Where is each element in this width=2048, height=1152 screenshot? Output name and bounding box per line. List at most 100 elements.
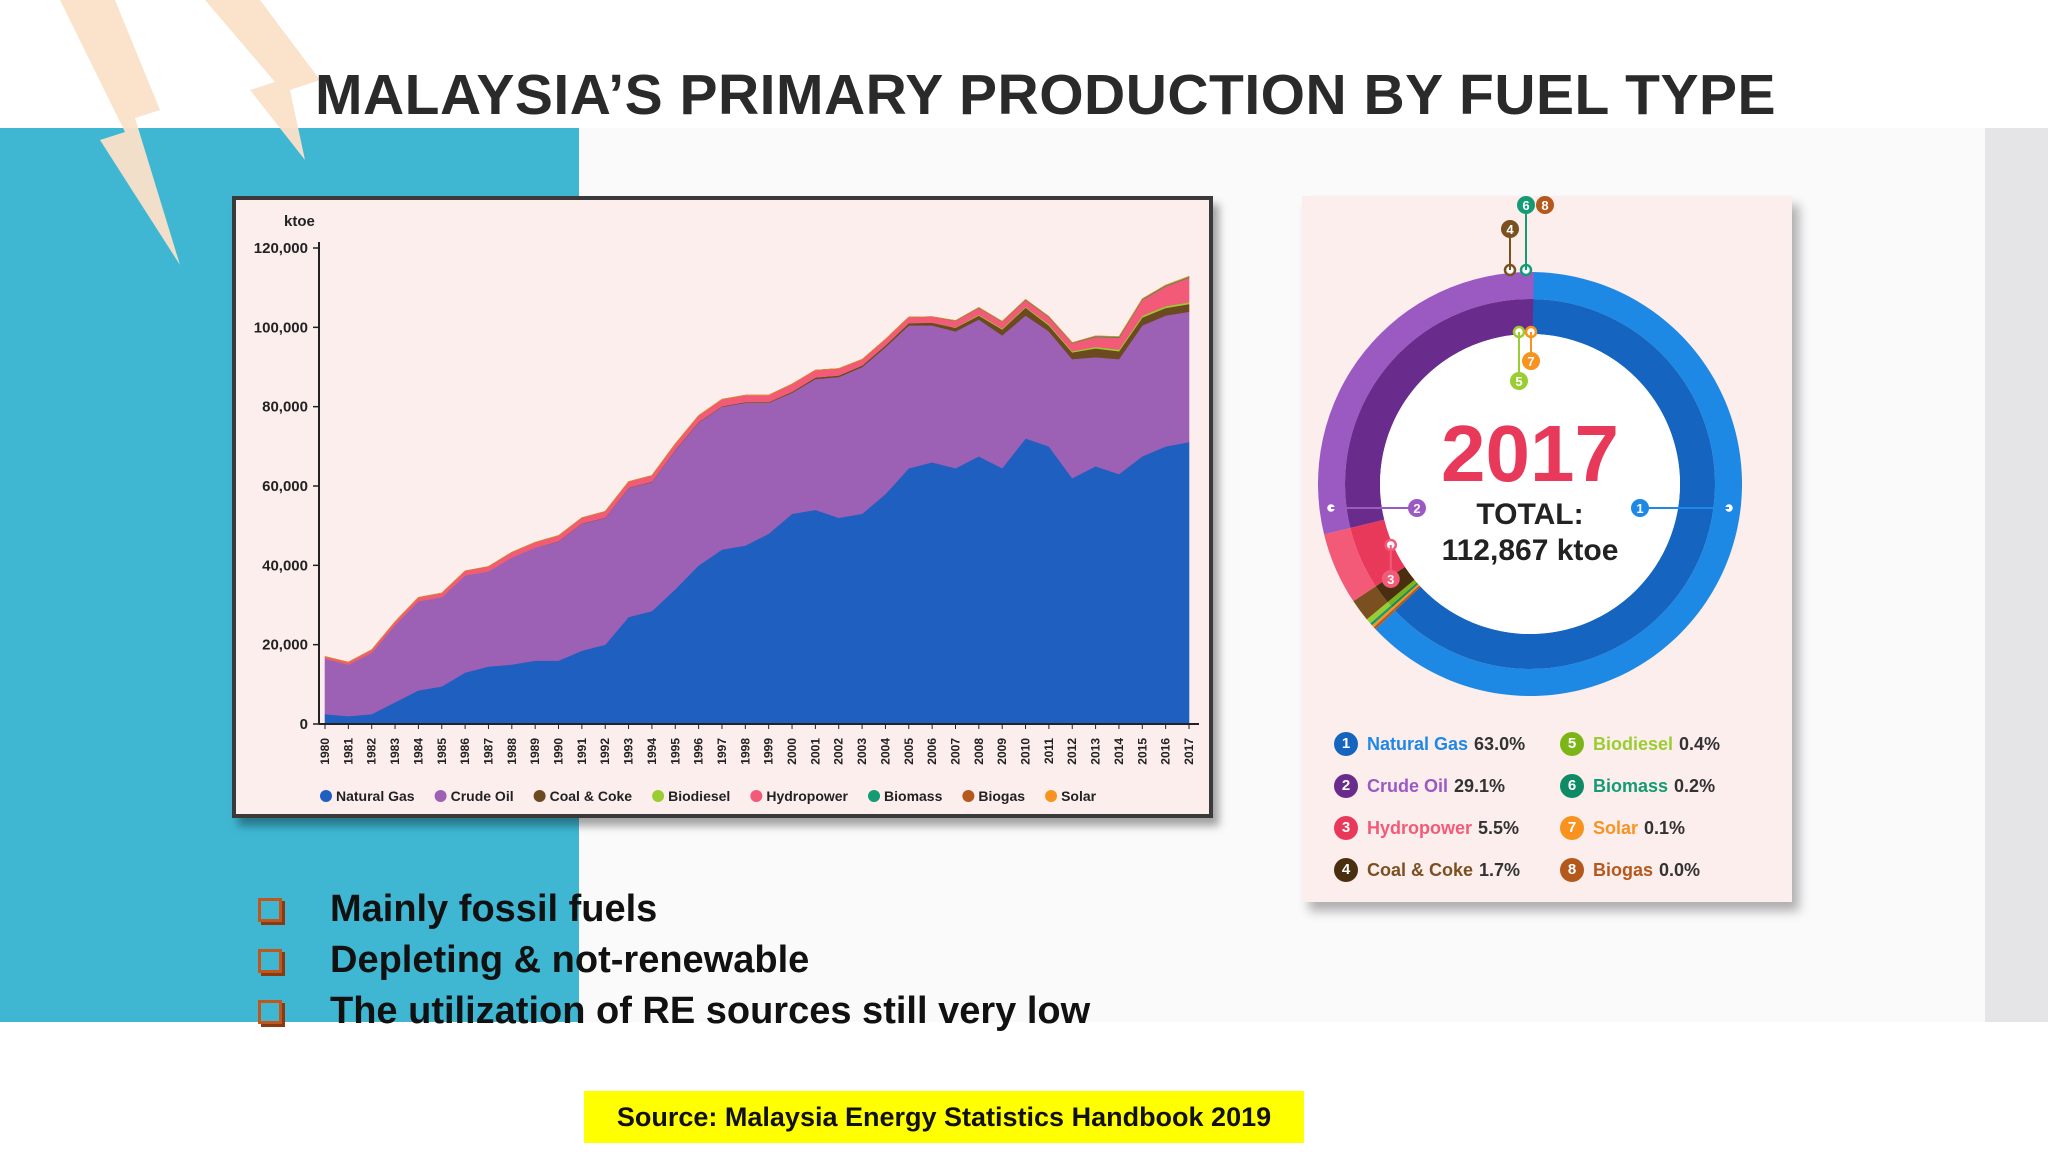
- legend-swatch: [962, 790, 975, 802]
- legend-swatch: [868, 790, 881, 802]
- y-tick-label: 0: [300, 716, 308, 733]
- donut-year-label: 2017: [1441, 409, 1619, 498]
- x-tick-label: 1980: [318, 738, 332, 765]
- legend-fuel-name: Hydropower: [1367, 817, 1473, 838]
- x-tick-label: 1992: [598, 738, 612, 765]
- area-series-solar: [324, 275, 1190, 663]
- slide-title: MALAYSIA’S PRIMARY PRODUCTION BY FUEL TY…: [315, 63, 1777, 127]
- donut-slice-outer: [1372, 607, 1394, 628]
- bullet-item: The utilization of RE sources still very…: [258, 990, 1090, 1033]
- x-tick-label: 2009: [995, 738, 1009, 765]
- x-tick-label: 2011: [1042, 738, 1056, 764]
- donut-slice-outer: [1366, 602, 1391, 624]
- x-tick-label: 2003: [855, 738, 869, 765]
- donut-callout-number: 5: [1515, 374, 1522, 389]
- legend-swatch: [533, 790, 546, 802]
- x-tick-label: 1987: [481, 738, 495, 765]
- legend-number-badge: 1: [1334, 732, 1358, 756]
- x-tick-label: 2012: [1065, 738, 1079, 765]
- legend-label: Crude Oil: [451, 788, 514, 804]
- donut-legend-item: 7 Solar 0.1%: [1560, 816, 1685, 840]
- x-tick-label: 2008: [972, 738, 986, 765]
- x-tick-label: 1984: [411, 738, 425, 765]
- legend-label: Hydropower: [766, 788, 848, 804]
- y-tick-label: 100,000: [254, 319, 308, 336]
- donut-callout-badge: [1510, 372, 1528, 390]
- legend-percent: 0.0%: [1659, 859, 1701, 880]
- y-tick-label: 60,000: [262, 478, 308, 495]
- legend-label: Coal & Coke: [550, 788, 633, 804]
- legend-fuel-name: Coal & Coke: [1367, 859, 1474, 880]
- donut-callout-badge: [1522, 352, 1540, 370]
- legend-swatch: [434, 790, 447, 802]
- lightning-bolt-icon: [60, 0, 320, 265]
- donut-callout-number: 2: [1413, 501, 1420, 516]
- x-tick-label: 1997: [715, 738, 729, 765]
- donut-slice-outer: [1353, 586, 1388, 620]
- donut-callout-number: 3: [1387, 572, 1394, 587]
- legend-number-badge: 7: [1560, 816, 1584, 840]
- donut-callout-number: 6: [1522, 198, 1529, 213]
- legend-percent: 5.5%: [1478, 817, 1520, 838]
- legend-label: Biogas: [978, 788, 1025, 804]
- bullet-text: Mainly fossil fuels: [330, 888, 658, 930]
- donut-callout-badge: [1536, 196, 1554, 214]
- x-tick-label: 1995: [668, 738, 682, 765]
- donut-chart-panel: 2017 TOTAL: 112,867 ktoe 1 2 3 5 7 4 6 8 1 Natural …: [1302, 196, 1792, 902]
- x-tick-label: 2002: [832, 738, 846, 765]
- legend-number-badge: 2: [1334, 774, 1358, 798]
- donut-slice-inner: [1345, 299, 1534, 528]
- x-tick-label: 1982: [365, 738, 379, 765]
- x-tick-label: 1981: [341, 738, 355, 765]
- legend-label: Natural Gas: [336, 788, 415, 804]
- donut-total-label: TOTAL:: [1476, 498, 1583, 531]
- legend-percent: 63.0%: [1474, 733, 1526, 754]
- donut-slice-inner: [1390, 582, 1419, 608]
- x-tick-label: 1983: [388, 738, 402, 765]
- donut-callout-badge: [1501, 220, 1519, 238]
- legend-number-badge: 5: [1560, 732, 1584, 756]
- checkbox-bullet-icon: [258, 897, 282, 922]
- legend-percent: 29.1%: [1454, 775, 1506, 796]
- checkbox-bullet-icon: [258, 999, 282, 1024]
- legend-fuel-name: Biogas: [1593, 859, 1654, 880]
- legend-fuel-name: Crude Oil: [1367, 775, 1449, 796]
- x-tick-label: 2015: [1135, 738, 1149, 765]
- bullet-item: Depleting & not-renewable: [258, 939, 809, 982]
- x-tick-label: 1989: [528, 738, 542, 765]
- legend-label: Biodiesel: [668, 788, 730, 804]
- donut-callout-number: 4: [1506, 222, 1514, 237]
- donut-slice-inner: [1392, 584, 1420, 610]
- legend-swatch: [750, 790, 763, 802]
- x-tick-label: 1991: [575, 738, 589, 765]
- x-tick-label: 2010: [1019, 738, 1033, 765]
- donut-legend-item: 6 Biomass 0.2%: [1560, 774, 1715, 798]
- legend-fuel-name: Biomass: [1593, 775, 1669, 796]
- x-tick-label: 1988: [505, 738, 519, 765]
- legend-fuel-name: Natural Gas: [1367, 733, 1469, 754]
- donut-callout-number: 7: [1527, 354, 1534, 369]
- x-tick-label: 1990: [552, 738, 566, 765]
- donut-legend-item: 1 Natural Gas 63.0%: [1334, 732, 1525, 756]
- y-tick-label: 80,000: [262, 399, 308, 416]
- donut-legend-item: 2 Crude Oil 29.1%: [1334, 774, 1505, 798]
- x-tick-label: 1998: [738, 738, 752, 765]
- y-tick-label: 40,000: [262, 557, 308, 574]
- donut-legend-item: 4 Coal & Coke 1.7%: [1334, 858, 1520, 882]
- source-label: Source: Malaysia Energy Statistics Handb…: [584, 1091, 1304, 1143]
- x-tick-label: 2016: [1159, 738, 1173, 765]
- donut-slice-inner: [1395, 299, 1715, 669]
- legend-number-badge: 8: [1560, 858, 1584, 882]
- legend-number-badge: 3: [1334, 816, 1358, 840]
- x-tick-label: 2000: [785, 738, 799, 765]
- legend-percent: 0.4%: [1679, 733, 1721, 754]
- legend-percent: 0.1%: [1644, 817, 1686, 838]
- x-tick-label: 1996: [692, 738, 706, 765]
- donut-callout-number: 8: [1541, 198, 1548, 213]
- legend-swatch: [652, 790, 665, 802]
- legend-swatch: [1045, 790, 1058, 802]
- donut-slice-outer: [1324, 527, 1376, 602]
- y-tick-label: 20,000: [262, 637, 308, 654]
- x-tick-label: 1985: [435, 738, 449, 765]
- donut-callout-badge: [1631, 499, 1649, 517]
